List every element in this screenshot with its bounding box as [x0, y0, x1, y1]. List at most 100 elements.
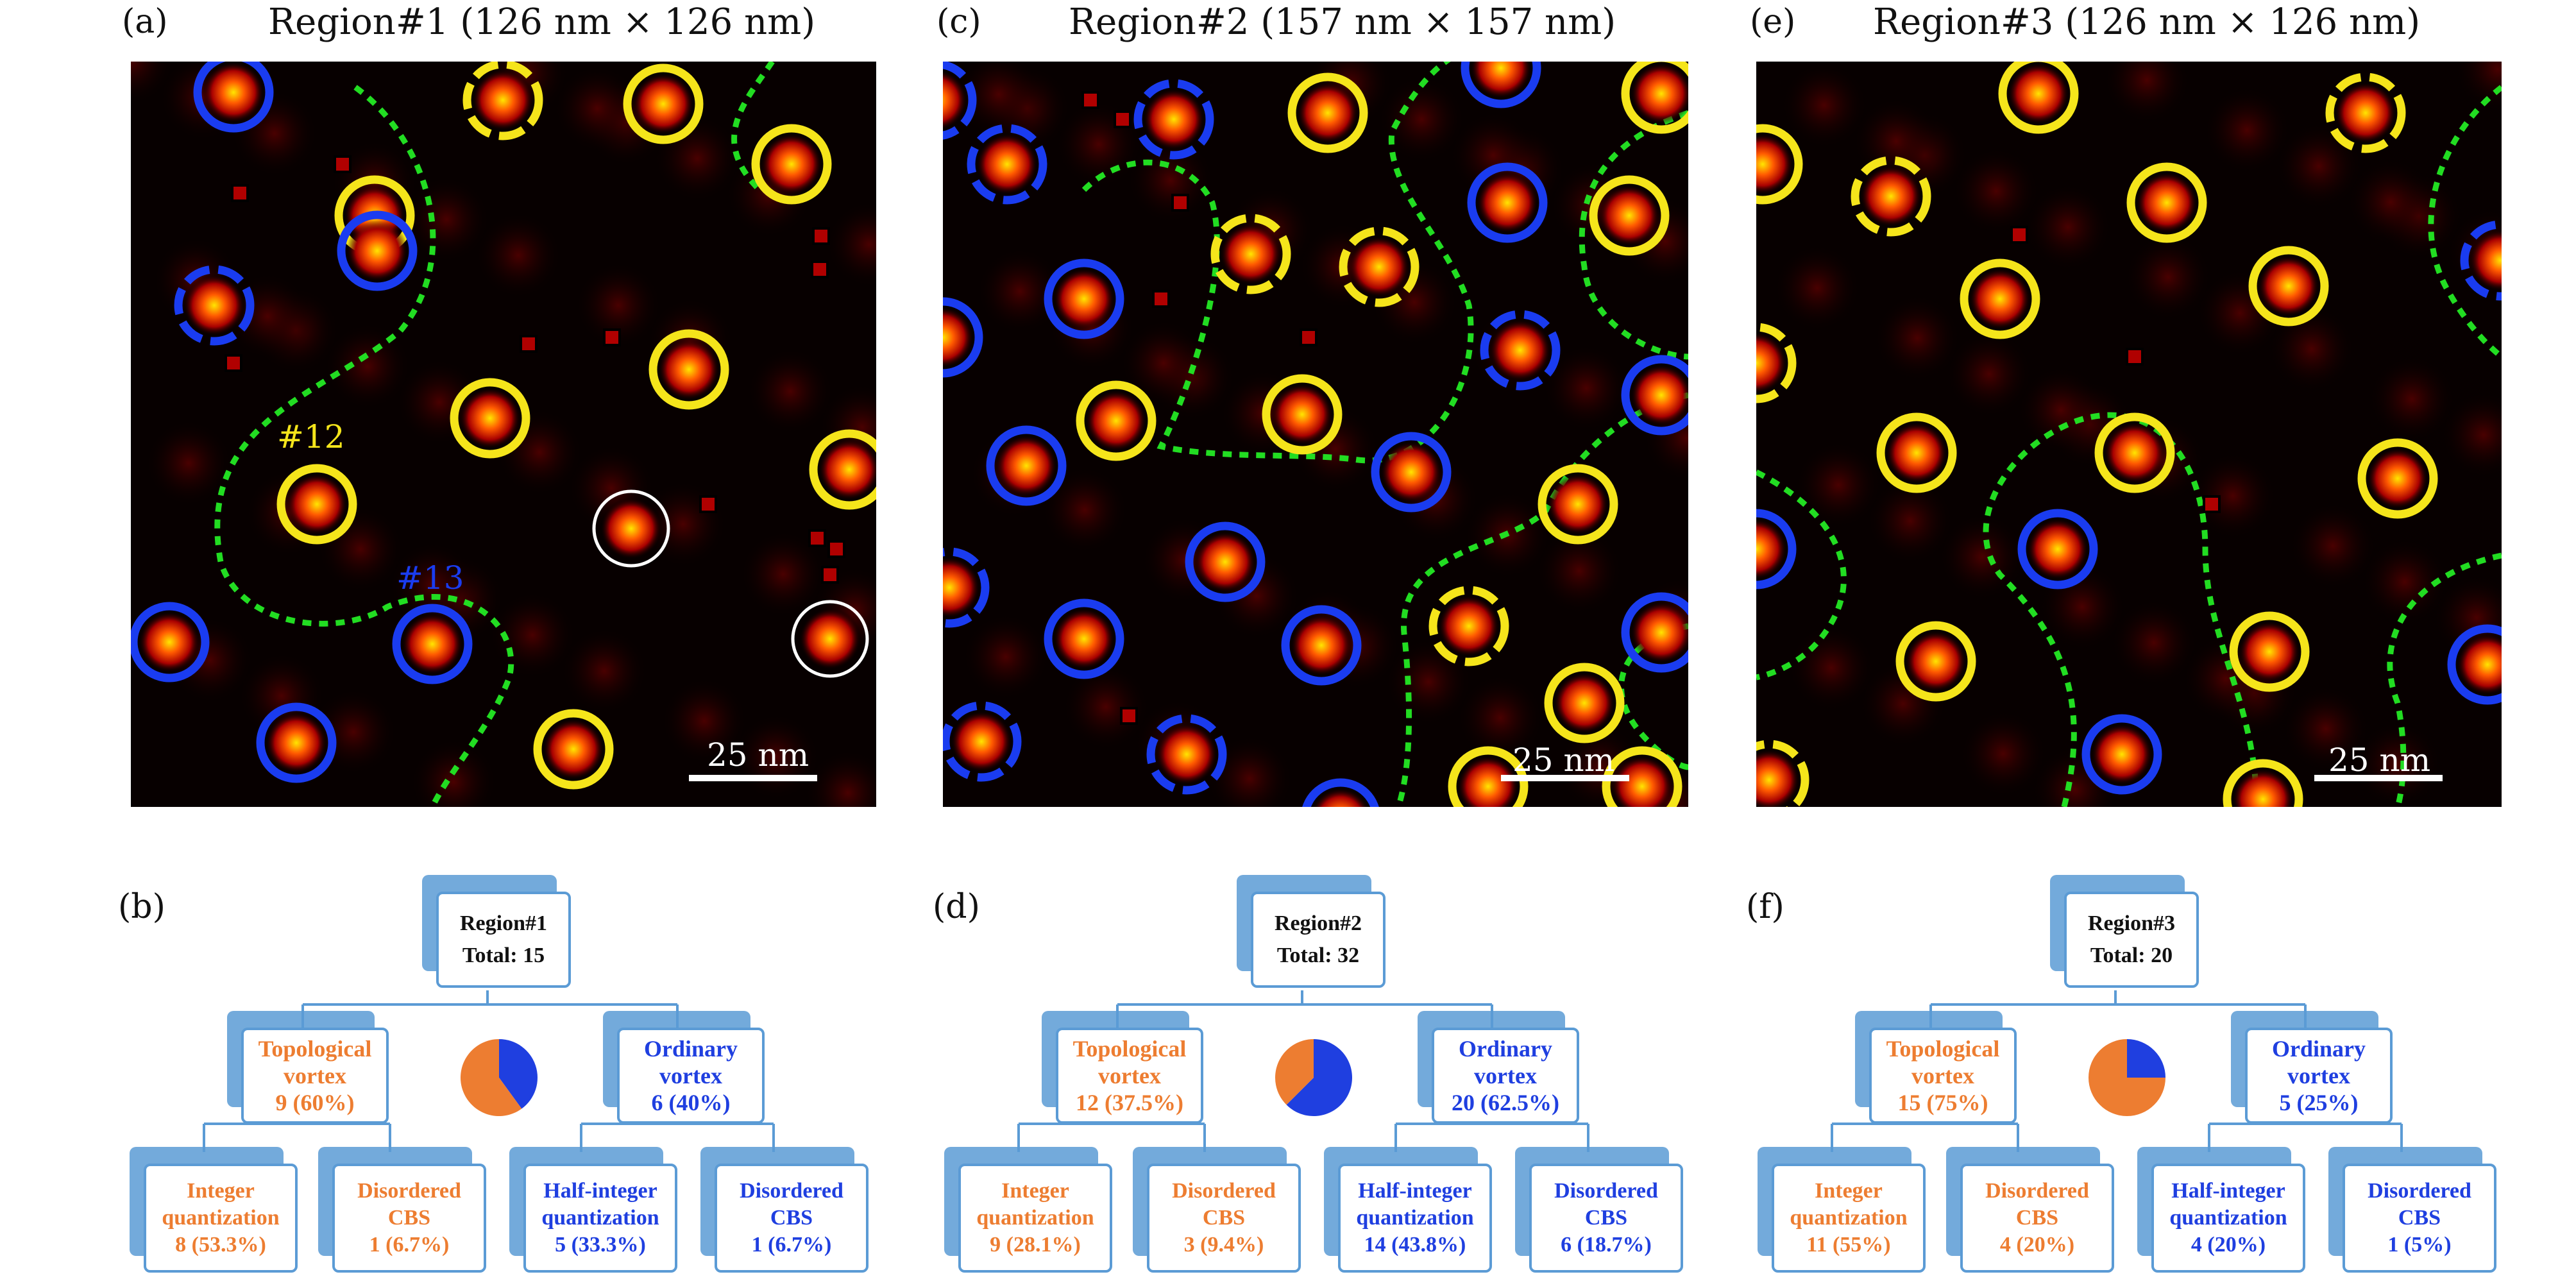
background-haze	[2102, 62, 2192, 125]
vortex-marker	[1146, 714, 1227, 795]
background-haze	[387, 540, 477, 630]
vortex-spot	[1297, 82, 1359, 144]
vortex-marker	[1589, 175, 1670, 256]
defect-marker	[2010, 226, 2028, 244]
background-haze	[2367, 354, 2457, 444]
vortex-spot	[2008, 63, 2069, 124]
leaf-title: quantization	[2169, 1206, 2287, 1230]
vortex-spot	[543, 718, 604, 780]
vortex-marker	[1876, 412, 1957, 493]
leaf-count: 9 (28.1%)	[990, 1233, 1081, 1257]
background-haze	[803, 748, 876, 807]
background-haze	[1951, 146, 2041, 236]
vortex-marker	[131, 602, 210, 682]
defect-marker	[1081, 91, 1099, 109]
panel-letter-f: (f)	[1746, 888, 1784, 926]
vortex-spot	[2335, 82, 2396, 144]
classification-tree-region-1: Region#1 Total: 15 Topological vortex 9 (60%…	[126, 860, 915, 1288]
ordinary-vortex-box: Ordinary vortex 5 (25%)	[2245, 1028, 2393, 1124]
panel-letter-e: (e)	[1750, 3, 1796, 41]
vortex-spot	[1631, 602, 1688, 663]
domain-wall	[1756, 469, 1847, 681]
defect-marker	[603, 328, 621, 346]
defect-marker	[1171, 194, 1189, 212]
vortex-marker	[809, 429, 876, 510]
vortex-marker	[1428, 586, 1509, 666]
vortex-marker	[256, 702, 337, 783]
vortex-spot	[459, 387, 521, 449]
leaf-count: 4 (20%)	[1999, 1233, 2075, 1257]
vortex-marker	[1302, 778, 1379, 807]
defect-marker	[2126, 348, 2144, 366]
vortex-spot	[2136, 172, 2198, 233]
vortex-marker	[1287, 72, 1368, 153]
background-haze	[1786, 623, 1876, 713]
vortex-spot	[346, 220, 408, 282]
pie-slice-topological	[461, 1039, 522, 1116]
vortex-spot	[1470, 62, 1532, 99]
root-box: Region#2 Total: 32	[1251, 892, 1385, 988]
background-haze	[1205, 734, 1294, 807]
vortex-spot	[2027, 518, 2089, 580]
leaf-title: quantization	[541, 1206, 659, 1230]
vortex-spot	[2457, 634, 2502, 695]
vortex-marker	[1262, 374, 1343, 455]
leaf-title: Integer	[1001, 1179, 1069, 1203]
vortex-spot	[1969, 268, 2031, 330]
leaf-count: 11 (55%)	[1806, 1233, 1891, 1257]
vortex-spot	[658, 339, 720, 400]
defect-marker	[821, 566, 839, 584]
vortex-marker	[1339, 226, 1419, 307]
defect-marker	[225, 354, 242, 372]
vortex-marker	[943, 62, 977, 140]
ordinary-title: vortex	[659, 1063, 722, 1089]
domain-wall	[1395, 392, 1688, 807]
domain-wall	[214, 85, 514, 807]
leaf-count: 6 (18.7%)	[1561, 1233, 1652, 1257]
background-haze	[1455, 673, 1545, 763]
vortex-spot	[976, 133, 1038, 195]
vortex-spot	[2091, 724, 2153, 785]
background-haze	[1541, 343, 1631, 433]
map-title-region-2: Region#2 (157 nm × 157 nm)	[1069, 1, 1616, 43]
root-box: Region#1 Total: 15	[436, 892, 571, 988]
vortex-spot	[1756, 518, 1787, 580]
scalebar-label: 25 nm	[2328, 741, 2431, 779]
vortex-spot	[1053, 268, 1115, 330]
defect-marker	[811, 260, 829, 278]
classification-tree-region-3: Region#3 Total: 20 Topological vortex 15 (75…	[1754, 860, 2543, 1288]
vortex-spot	[1477, 172, 1538, 233]
vortex-marker	[1461, 62, 1541, 108]
vortex-marker	[986, 425, 1067, 506]
background-haze	[1772, 243, 1862, 333]
background-haze	[1061, 662, 1151, 752]
root-total: Total: 20	[2090, 944, 2173, 967]
domain-wall	[1081, 62, 1474, 464]
leaf-box: Half-integer quantization 5 (33.3%)	[523, 1164, 677, 1273]
vortex-spot	[1489, 319, 1551, 381]
ordinary-title: vortex	[1474, 1063, 1537, 1089]
defect-marker	[334, 155, 352, 173]
background-haze	[961, 612, 1051, 702]
defect-marker	[827, 540, 845, 558]
vortex-spot	[1143, 89, 1205, 150]
ordinary-title: vortex	[2287, 1063, 2350, 1089]
background-haze	[2267, 304, 2357, 394]
background-haze	[1119, 318, 1208, 408]
vortex-spot	[2239, 621, 2300, 682]
topological-title: Topological	[1072, 1036, 1187, 1062]
vortex-marker	[1998, 62, 2079, 134]
vortex-spot	[1611, 756, 1673, 807]
vortex-marker	[533, 709, 614, 790]
vortex-map-region-3	[1756, 62, 2502, 807]
ordinary-vortex-box: Ordinary vortex 20 (62.5%)	[1432, 1028, 1579, 1124]
ordinary-title: Ordinary	[643, 1036, 738, 1062]
vortex-marker	[1756, 740, 1809, 807]
leaf-box: Integer quantization 9 (28.1%)	[958, 1164, 1112, 1273]
leaf-title: quantization	[162, 1206, 280, 1230]
vortex-label-12: #12	[277, 418, 345, 455]
defect-marker	[2203, 495, 2221, 513]
background-haze	[552, 64, 642, 153]
root-total: Total: 15	[462, 944, 545, 967]
vortex-marker	[1281, 605, 1362, 686]
